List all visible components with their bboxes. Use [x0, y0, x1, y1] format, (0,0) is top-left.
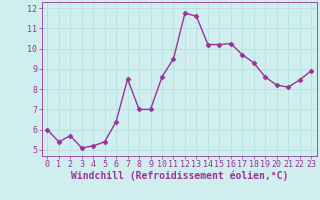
X-axis label: Windchill (Refroidissement éolien,°C): Windchill (Refroidissement éolien,°C): [70, 171, 288, 181]
